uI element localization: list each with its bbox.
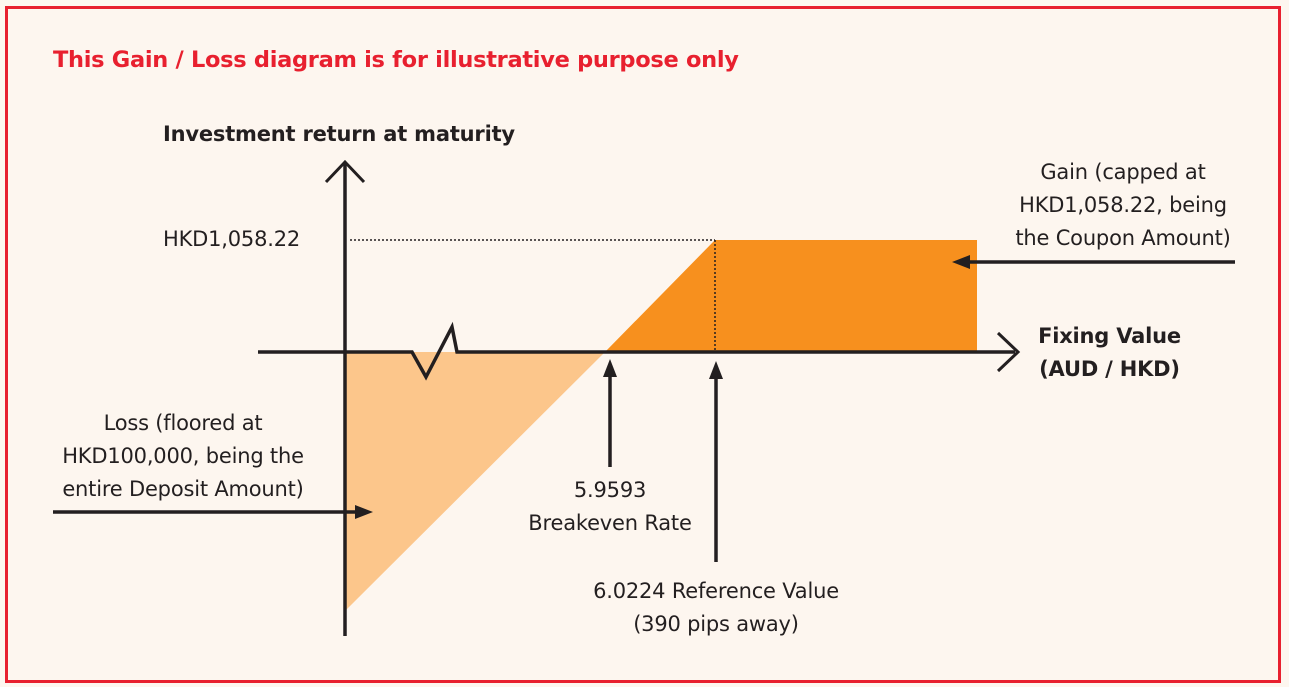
gain-arrow-icon (952, 255, 970, 269)
reference-arrow-icon (709, 361, 723, 379)
y-tick-cap: HKD1,058.22 (163, 227, 301, 251)
breakeven-label: 5.9593 Breakeven Rate (515, 474, 705, 540)
loss-annotation-line: entire Deposit Amount) (62, 477, 304, 501)
gain-annotation-line: the Coupon Amount) (1015, 226, 1231, 250)
x-axis-title-line: (AUD / HKD) (1039, 357, 1180, 381)
gain-annotation-line: HKD1,058.22, being (1019, 193, 1227, 217)
loss-annotation: Loss (floored at HKD100,000, being the e… (43, 407, 323, 506)
x-axis-title-line: Fixing Value (1038, 324, 1181, 348)
loss-annotation-line: HKD100,000, being the (62, 444, 304, 468)
x-axis (258, 321, 1015, 381)
gain-annotation-line: Gain (capped at (1040, 160, 1206, 184)
loss-annotation-line: Loss (floored at (103, 411, 263, 435)
breakeven-value: 5.9593 (573, 478, 647, 502)
breakeven-arrow-icon (603, 359, 617, 377)
loss-area (345, 352, 605, 611)
loss-arrow-icon (355, 505, 373, 519)
x-axis-arrowhead (996, 331, 1021, 373)
disclaimer-title: This Gain / Loss diagram is for illustra… (53, 47, 739, 73)
gain-area (605, 240, 977, 352)
reference-value: 6.0224 Reference Value (593, 579, 839, 603)
breakeven-caption: Breakeven Rate (528, 511, 692, 535)
y-axis-arrowhead (324, 159, 366, 184)
y-axis-title: Investment return at maturity (163, 122, 515, 146)
reference-label: 6.0224 Reference Value (390 pips away) (566, 575, 866, 641)
gain-annotation: Gain (capped at HKD1,058.22, being the C… (1008, 156, 1238, 255)
reference-pips: (390 pips away) (633, 612, 799, 636)
x-axis-title: Fixing Value (AUD / HKD) (1022, 320, 1197, 386)
